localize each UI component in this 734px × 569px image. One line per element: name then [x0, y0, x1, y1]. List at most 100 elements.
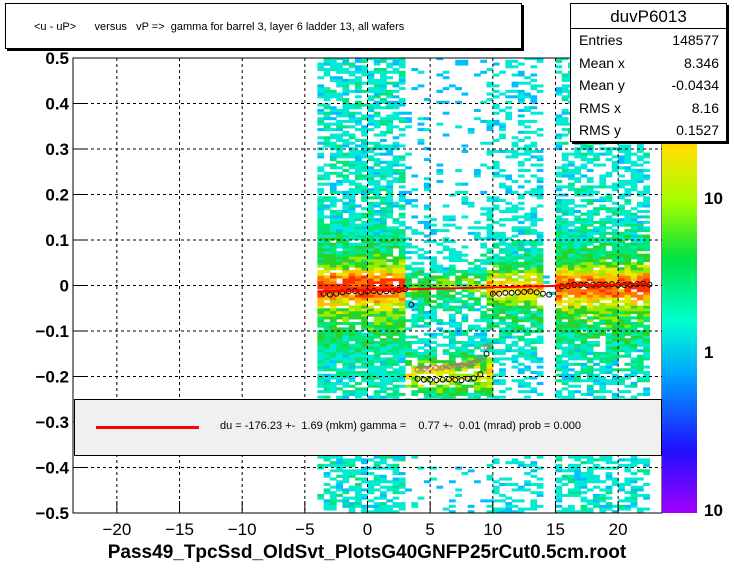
heatmap-bin — [568, 300, 575, 304]
heatmap-bin — [430, 341, 437, 345]
heatmap-bin — [405, 349, 412, 353]
heatmap-bin — [555, 256, 563, 260]
heatmap-bin — [505, 114, 513, 118]
heatmap-bin — [580, 482, 588, 486]
heatmap-bin — [561, 141, 569, 145]
heatmap-bin — [474, 381, 481, 385]
heatmap-bin — [329, 461, 337, 465]
heatmap-bin — [586, 278, 594, 282]
heatmap-bin — [405, 354, 412, 358]
heatmap-bin — [348, 305, 356, 309]
heatmap-bin — [536, 321, 544, 325]
black-profile-point — [483, 350, 490, 357]
heatmap-bin — [423, 98, 431, 102]
heatmap-bin — [342, 365, 350, 369]
heatmap-bin — [436, 100, 444, 104]
heatmap-bin — [405, 384, 412, 388]
heatmap-bin — [317, 169, 325, 173]
heatmap-bin — [348, 250, 356, 254]
heatmap-bin — [486, 362, 494, 366]
heatmap-bin — [611, 335, 619, 339]
heatmap-bin — [574, 491, 582, 495]
heatmap-bin — [392, 294, 400, 298]
heatmap-bin — [317, 256, 325, 260]
heatmap-bin — [373, 302, 381, 306]
heatmap-bin — [430, 261, 437, 265]
heatmap-bin — [643, 272, 650, 276]
heatmap-bin — [411, 291, 419, 295]
heatmap-bin — [599, 360, 607, 364]
heatmap-bin — [643, 376, 650, 380]
heatmap-bin — [392, 349, 400, 353]
heatmap-bin — [336, 242, 343, 246]
heatmap-bin — [354, 316, 362, 320]
heatmap-bin — [505, 297, 513, 301]
heatmap-bin — [461, 149, 469, 153]
heatmap-bin — [561, 253, 569, 257]
heatmap-bin — [361, 188, 368, 192]
heatmap-bin — [492, 485, 500, 489]
heatmap-bin — [329, 387, 337, 391]
heatmap-bin — [373, 275, 381, 279]
heatmap-bin — [323, 226, 331, 230]
heatmap-bin — [480, 362, 488, 366]
heatmap-bin — [323, 341, 331, 345]
heatmap-bin — [323, 360, 331, 364]
heatmap-bin — [630, 163, 638, 167]
heatmap-bin — [505, 95, 513, 99]
heatmap-bin — [524, 302, 531, 306]
heatmap-bin — [442, 371, 450, 375]
heatmap-bin — [405, 199, 412, 203]
heatmap-bin — [342, 108, 350, 112]
heatmap-bin — [643, 226, 650, 230]
heatmap-bin — [342, 89, 350, 93]
heatmap-bin — [618, 223, 625, 227]
heatmap-bin — [442, 330, 450, 334]
heatmap-bin — [630, 229, 638, 233]
heatmap-bin — [317, 349, 325, 353]
heatmap-bin — [436, 242, 444, 246]
heatmap-bin — [611, 302, 619, 306]
heatmap-bin — [367, 58, 375, 61]
heatmap-bin — [499, 242, 506, 246]
heatmap-bin — [323, 253, 331, 257]
heatmap-bin — [398, 185, 406, 189]
heatmap-bin — [348, 215, 356, 219]
heatmap-bin — [430, 310, 437, 315]
heatmap-bin — [329, 365, 337, 369]
heatmap-bin — [524, 507, 531, 511]
heatmap-bin — [354, 321, 362, 325]
heatmap-bin — [480, 343, 488, 347]
heatmap-bin — [643, 267, 650, 271]
heatmap-bin — [323, 491, 331, 495]
heatmap-bin — [380, 106, 387, 110]
heatmap-bin — [361, 280, 368, 284]
heatmap-bin — [317, 496, 325, 500]
heatmap-bin — [536, 371, 544, 375]
heatmap-bin — [430, 218, 437, 222]
heatmap-bin — [555, 324, 563, 328]
heatmap-bin — [348, 155, 356, 159]
heatmap-bin — [618, 354, 625, 358]
heatmap-bin — [517, 390, 525, 394]
heatmap-bin — [555, 485, 563, 489]
heatmap-bin — [317, 346, 325, 350]
heatmap-bin — [392, 300, 400, 304]
heatmap-bin — [555, 455, 563, 459]
heatmap-bin — [636, 171, 644, 175]
heatmap-bin — [492, 381, 500, 385]
heatmap-bin — [380, 480, 387, 484]
heatmap-bin — [530, 163, 538, 167]
heatmap-bin — [636, 209, 644, 213]
heatmap-bin — [561, 482, 569, 486]
heatmap-bin — [618, 267, 625, 271]
heatmap-bin — [517, 335, 525, 339]
heatmap-bin — [392, 264, 400, 268]
heatmap-bin — [580, 155, 588, 159]
heatmap-bin — [361, 138, 368, 143]
heatmap-bin — [392, 351, 400, 355]
heatmap-bin — [599, 390, 607, 394]
heatmap-bin — [499, 302, 506, 306]
heatmap-bin — [323, 316, 331, 320]
heatmap-bin — [317, 294, 325, 298]
